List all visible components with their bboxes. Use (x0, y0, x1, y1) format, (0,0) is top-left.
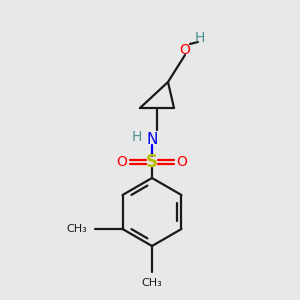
Text: O: O (177, 155, 188, 169)
Text: CH₃: CH₃ (67, 224, 88, 234)
Text: O: O (180, 43, 190, 57)
Text: O: O (117, 155, 128, 169)
Text: CH₃: CH₃ (142, 278, 162, 288)
Text: N: N (146, 133, 158, 148)
Text: S: S (146, 153, 158, 171)
Text: H: H (132, 130, 142, 144)
Text: H: H (195, 31, 205, 45)
